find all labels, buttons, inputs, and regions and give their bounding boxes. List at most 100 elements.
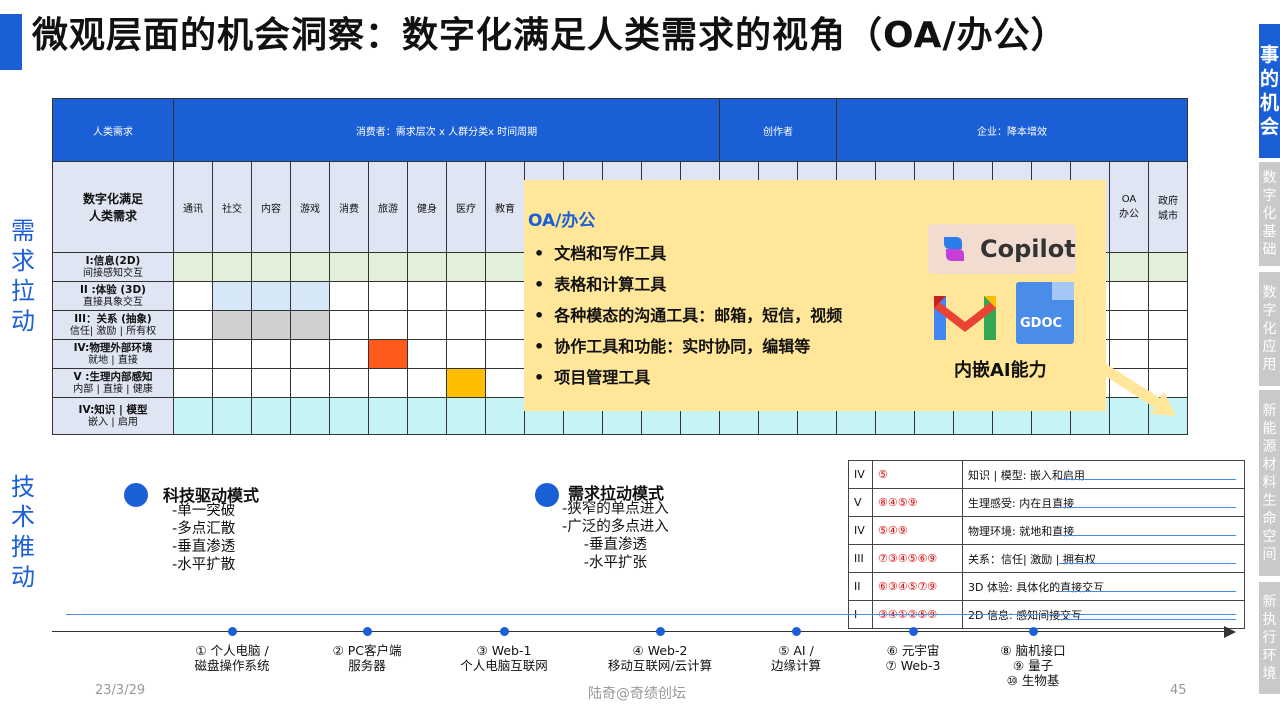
level-roman: II — [848, 572, 873, 601]
timeline-label: ③ Web-1 个人电脑互联网 — [434, 643, 574, 673]
timeline-label-line: 服务器 — [348, 658, 386, 673]
timeline-label: ① 个人电脑 / 磁盘操作系统 — [162, 643, 302, 673]
matrix-cell — [251, 310, 291, 340]
row-subtitle: 嵌入 | 启用 — [88, 416, 138, 428]
row-title: IV:物理外部环境 — [73, 341, 153, 354]
oa-item: 文档和写作工具 — [534, 238, 842, 269]
timeline-label-line: 移动互联网/云计算 — [607, 658, 713, 673]
matrix-cell — [368, 368, 408, 398]
matrix-cell — [407, 310, 447, 340]
matrix-cell — [485, 252, 525, 282]
level-nums: ⑦③④⑤⑥⑨ — [872, 544, 963, 573]
timeline-label-line: ④ Web-2 — [632, 643, 688, 658]
row-title: II :体验 (3D) — [80, 283, 146, 296]
level-nums: ⑤④⑨ — [872, 516, 963, 545]
tech-mode-dot — [124, 483, 148, 507]
level-row: III ⑦③④⑤⑥⑨ 关系：信任| 激励 | 拥有权 — [848, 544, 1245, 573]
row-header: I:信息(2D) 间接感知交互 — [52, 252, 174, 282]
demand-mode-item: -广泛的多点进入 — [562, 519, 669, 535]
side-tab-opportunity[interactable]: 事的机会 — [1259, 24, 1280, 158]
title-accent-bar — [0, 14, 22, 70]
level-text: 物理环境: 就地和直接 — [962, 516, 1245, 545]
demand-pull-label: 需求拉动 — [11, 217, 35, 335]
level-roman: IV — [848, 460, 873, 489]
oa-title: OA/办公 — [528, 211, 596, 231]
matrix-cell — [329, 339, 369, 369]
levels-table: IV ⑤ 知识 | 模型: 嵌入和启用 V ⑧④⑤⑨ 生理感受: 内在且直接 IV ⑤④⑨ 物理… — [848, 460, 1245, 629]
level-text: 2D 信息: 感知间接交互 — [962, 600, 1245, 629]
level-row: IV ⑤ 知识 | 模型: 嵌入和启用 — [848, 460, 1245, 489]
side-tab-digital-foundation[interactable]: 数字化基础 — [1259, 162, 1280, 266]
timeline-label: ② PC客户端 服务器 — [297, 643, 437, 673]
row-title: III：关系 (抽象) — [74, 312, 152, 325]
oa-item: 协作工具和功能：实时协同，编辑等 — [534, 331, 842, 362]
timeline-label-line: 个人电脑互联网 — [460, 658, 548, 673]
matrix-cell — [212, 397, 252, 435]
tech-mode-item: -垂直渗透 — [172, 539, 236, 555]
timeline-label: ⑧ 脑机接口 ⑨ 量子 ⑩ 生物基 — [963, 643, 1103, 688]
header-enterprise: 企业：降本增效 — [836, 98, 1188, 162]
category-cell: 旅游 — [368, 161, 408, 253]
matrix-cell — [251, 252, 291, 282]
timeline-dot — [656, 627, 665, 636]
copilot-text: Copilot — [980, 235, 1076, 263]
footer-page: 45 — [1170, 683, 1187, 698]
matrix-cell — [329, 252, 369, 282]
tech-mode-list: -单一突破 -多点汇散 -垂直渗透 -水平扩散 — [172, 502, 235, 574]
tech-mode-item: -单一突破 — [172, 503, 236, 519]
timeline-label: ⑥ 元宇宙 ⑦ Web-3 — [843, 643, 983, 673]
gdoc-text: GDOC — [1020, 316, 1063, 331]
footer-author: 陆奇@奇绩创坛 — [588, 686, 686, 702]
row-header-title: 数字化满足 人类需求 — [52, 161, 174, 253]
matrix-cell — [329, 397, 369, 435]
timeline-label: ④ Web-2 移动互联网/云计算 — [590, 643, 730, 673]
row-subtitle: 就地 | 直接 — [88, 354, 138, 366]
timeline-label: ⑤ AI / 边缘计算 — [726, 643, 866, 673]
footer-date: 23/3/29 — [95, 683, 146, 698]
level-roman: V — [848, 488, 873, 517]
matrix-cell — [290, 281, 330, 311]
category-cell: 医疗 — [446, 161, 486, 253]
demand-mode-item: -狭窄的单点进入 — [562, 501, 669, 517]
level-roman: III — [848, 544, 873, 573]
matrix-cell — [290, 252, 330, 282]
matrix-cell — [407, 368, 447, 398]
matrix-cell — [368, 397, 408, 435]
side-tab-digital-application[interactable]: 数字化应用 — [1259, 272, 1280, 386]
oa-item: 项目管理工具 — [534, 362, 842, 393]
level-nums: ⑥③④⑤⑦⑨ — [872, 572, 963, 601]
matrix-cell — [173, 368, 213, 398]
matrix-cell — [1109, 281, 1149, 311]
matrix-cell — [446, 397, 486, 435]
matrix-cell — [329, 310, 369, 340]
matrix-cell — [485, 310, 525, 340]
oa-overlay-card: OA/办公 文档和写作工具 表格和计算工具 各种模态的沟通工具：邮箱，短信，视频… — [524, 180, 1106, 411]
matrix-cell — [290, 310, 330, 340]
timeline-arrow-icon — [1224, 626, 1236, 638]
copilot-logo: Copilot — [928, 224, 1076, 274]
timeline-label-line: 边缘计算 — [770, 658, 821, 673]
matrix-cell — [1148, 368, 1188, 398]
side-tab-execution-env[interactable]: 新执行环境 — [1259, 582, 1280, 694]
demand-mode-list: -狭窄的单点进入 -广泛的多点进入 -垂直渗透 -水平扩张 — [562, 500, 669, 572]
matrix-cell — [329, 368, 369, 398]
matrix-cell — [485, 368, 525, 398]
matrix-cell — [251, 339, 291, 369]
matrix-cell — [290, 339, 330, 369]
side-tab-new-energy[interactable]: 新能源材料生命空间 — [1259, 390, 1280, 576]
header-consumer: 消费者：需求层次 x 人群分类x 时间周期 — [173, 98, 720, 162]
matrix-cell — [1148, 252, 1188, 282]
matrix-cell — [173, 397, 213, 435]
matrix-cell — [407, 281, 447, 311]
row-header: II :体验 (3D) 直接具象交互 — [52, 281, 174, 311]
timeline-axis — [52, 631, 1232, 632]
header-creator: 创作者 — [719, 98, 837, 162]
matrix-cell — [173, 281, 213, 311]
tech-mode-title: 科技驱动模式 — [163, 486, 260, 505]
level-nums: ⑧④⑤⑨ — [872, 488, 963, 517]
category-cell: 政府 城市 — [1148, 161, 1188, 253]
timeline-dot — [228, 627, 237, 636]
timeline-label-line: ① 个人电脑 / — [195, 643, 269, 658]
row-header: IV:物理外部环境 就地 | 直接 — [52, 339, 174, 369]
level-row: V ⑧④⑤⑨ 生理感受: 内在且直接 — [848, 488, 1245, 517]
